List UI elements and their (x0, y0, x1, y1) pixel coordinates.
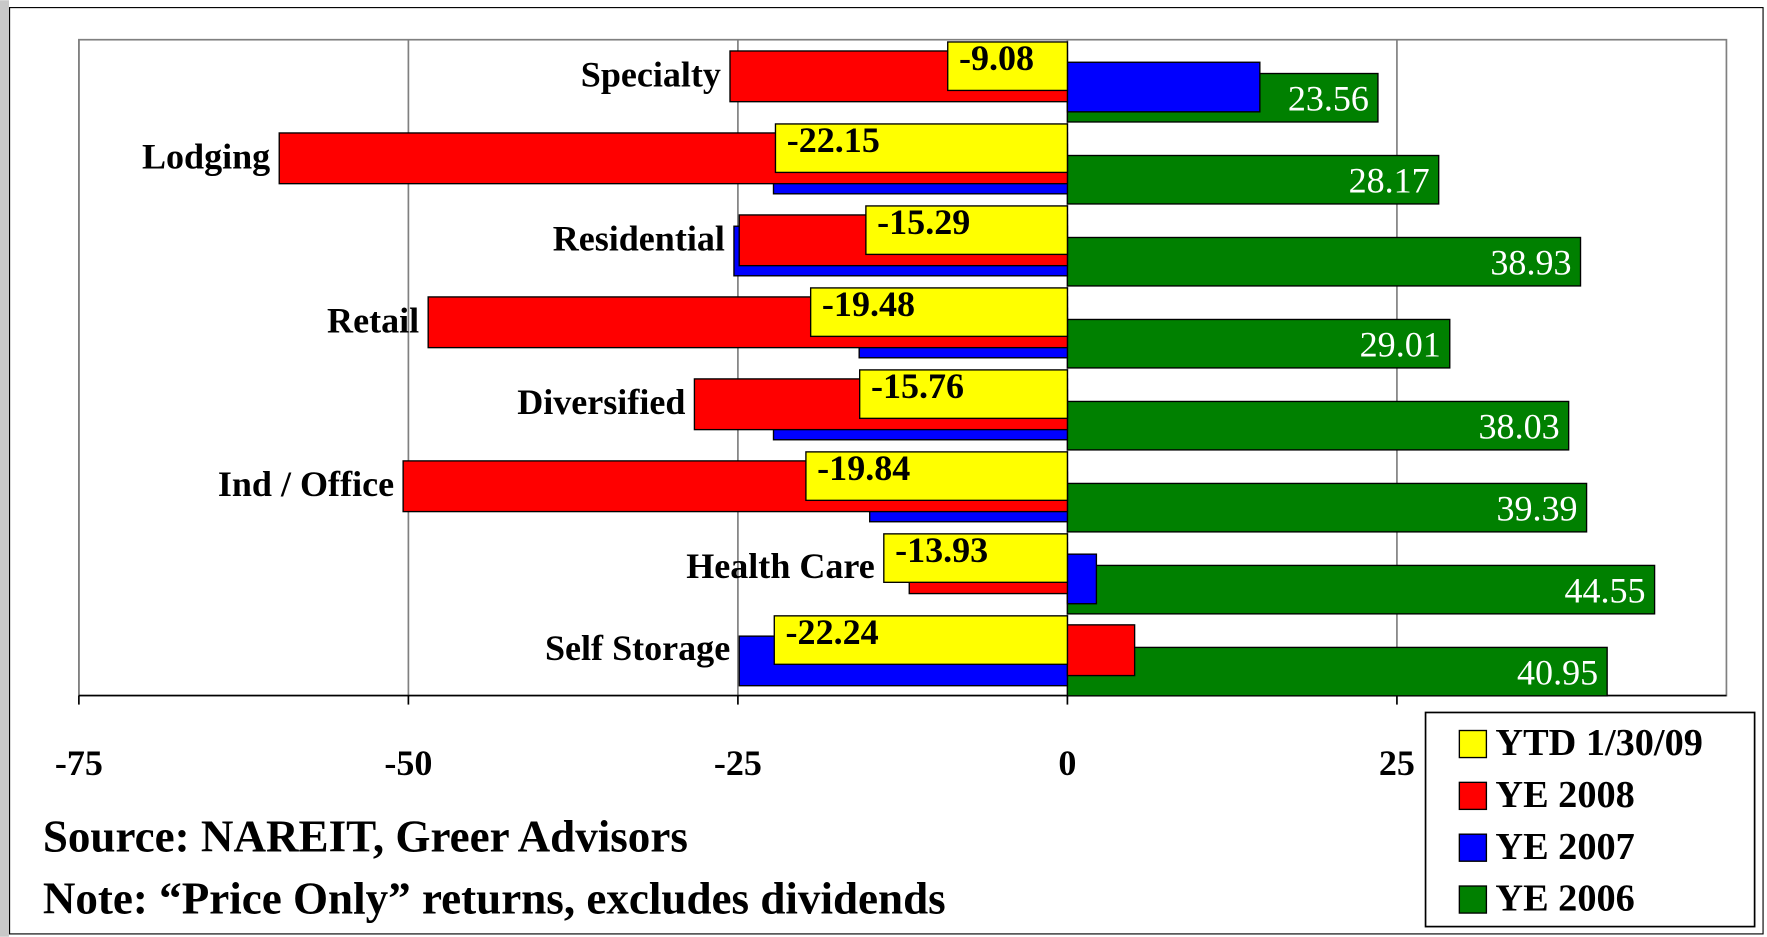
bar (774, 123, 1069, 174)
legend-label: YE 2007 (1495, 826, 1634, 868)
bar (1066, 154, 1440, 205)
legend-label: YE 2008 (1495, 774, 1634, 816)
data-label: -9.08 (959, 38, 1034, 78)
bar (865, 205, 1069, 256)
x-tick-label: -25 (714, 743, 762, 783)
frame-edge (0, 0, 10, 937)
data-label: 38.03 (1479, 406, 1560, 446)
bar (859, 369, 1069, 420)
bar (1066, 61, 1261, 113)
category-label: Diversified (517, 382, 685, 422)
category-label: Lodging (142, 136, 270, 176)
data-label: -15.76 (871, 366, 964, 406)
category-label: Retail (327, 300, 419, 340)
legend-swatch (1458, 885, 1488, 914)
bar (883, 533, 1069, 583)
data-label: 28.17 (1349, 161, 1430, 201)
bar (809, 287, 1069, 338)
legend-label: YE 2006 (1495, 878, 1634, 920)
source-note: Source: NAREIT, Greer Advisors (43, 811, 688, 861)
data-label: -22.24 (786, 612, 879, 652)
bar (1066, 624, 1136, 677)
legend-swatch (1458, 729, 1488, 759)
bar (773, 615, 1069, 665)
data-label: -15.29 (877, 202, 970, 242)
category-label: Ind / Office (218, 464, 394, 504)
category-label: Self Storage (545, 628, 730, 668)
note: Note: “Price Only” returns, excludes div… (43, 873, 946, 923)
data-label: 29.01 (1360, 324, 1441, 364)
x-tick-label: -75 (55, 743, 103, 783)
data-label: 38.93 (1490, 243, 1571, 283)
x-tick-label: 25 (1379, 743, 1415, 783)
legend-swatch (1458, 781, 1488, 811)
data-label: -22.15 (787, 120, 880, 160)
data-label: 23.56 (1288, 79, 1369, 119)
bar (1066, 400, 1570, 451)
category-label: Specialty (581, 54, 721, 94)
bar (1066, 318, 1451, 369)
data-label: 44.55 (1564, 570, 1645, 610)
bar (805, 451, 1069, 502)
bar (1066, 482, 1588, 533)
data-label: -19.48 (822, 284, 915, 324)
legend-label: YTD 1/30/09 (1495, 722, 1702, 764)
x-tick-label: 0 (1058, 743, 1076, 783)
category-label: Health Care (686, 546, 875, 586)
bar (1066, 236, 1582, 287)
legend-swatch (1458, 833, 1488, 862)
data-label: 39.39 (1496, 488, 1577, 528)
data-label: -19.84 (817, 448, 910, 488)
x-tick-label: -50 (384, 743, 432, 783)
bar (1066, 553, 1098, 605)
data-label: -13.93 (895, 530, 988, 570)
category-label: Residential (553, 218, 725, 258)
data-label: 40.95 (1517, 652, 1598, 692)
bar (947, 41, 1069, 92)
